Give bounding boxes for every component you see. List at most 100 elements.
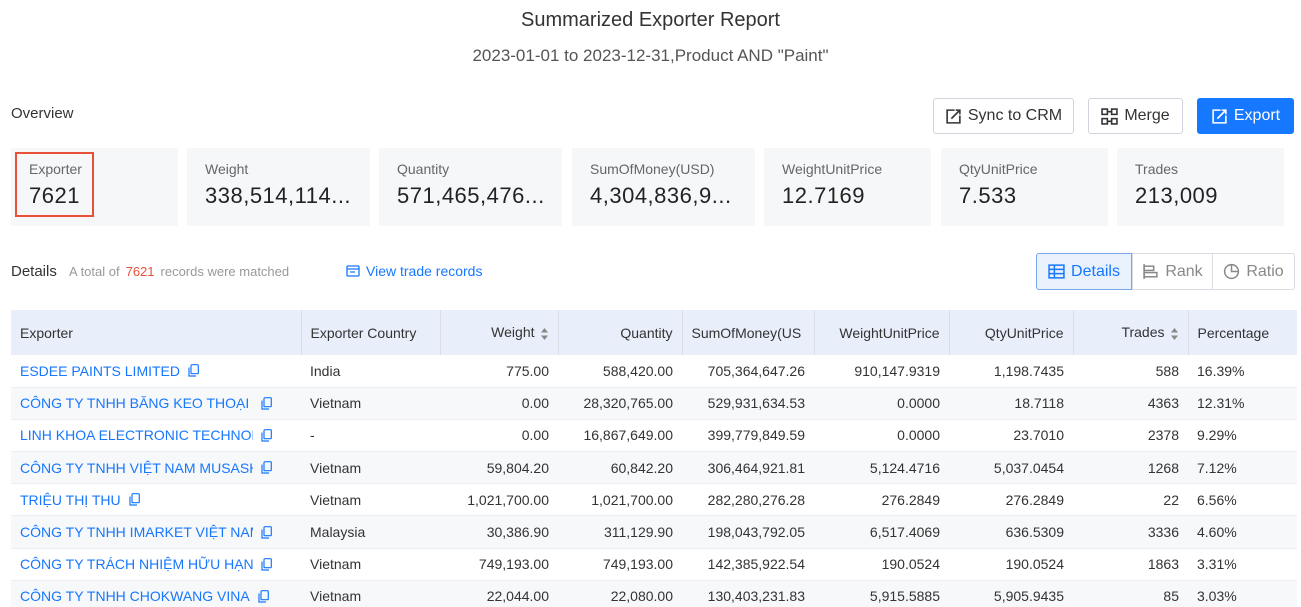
column-header-quantity: Quantity	[558, 310, 683, 355]
table-cell: 5,037.0454	[993, 459, 1064, 476]
exporter-cell: CÔNG TY TNHH CHOKWANG VINA	[11, 580, 301, 607]
exporter-name-link[interactable]: TRIỆU THỊ THU	[20, 491, 121, 508]
table-cell: 705,364,647.26	[707, 362, 805, 379]
table-cell: 22,044.00	[486, 588, 549, 605]
stat-label: Exporter	[29, 161, 82, 177]
table-cell: 311,129.90	[603, 524, 673, 541]
column-header-label: Trades	[1121, 324, 1165, 341]
table-row: CÔNG TY TNHH VIỆT NAM MUSASHI F Vietnam 59…	[11, 451, 1297, 484]
table-cell: 23.7010	[1013, 427, 1064, 444]
table-cell: 22,080.00	[610, 588, 673, 605]
summary-prefix: A total of	[69, 264, 120, 279]
copy-icon[interactable]	[258, 590, 269, 603]
table-cell: 282,280,276.28	[707, 491, 805, 508]
table-cell: 1,198.7435	[993, 362, 1064, 379]
exporter-cell: CÔNG TY TNHH BĂNG KEO THOẠI ĐẠI	[11, 387, 301, 419]
stat-card-qty-unit-price: QtyUnitPrice 7.533	[941, 148, 1108, 226]
table-cell: 16,867,649.00	[583, 427, 673, 444]
table-cell: 28,320,765.00	[583, 395, 673, 412]
merge-icon	[1101, 107, 1119, 125]
table-cell: 0.00	[521, 427, 549, 444]
table-cell: 0.0000	[897, 395, 940, 412]
view-trade-records-link[interactable]: View trade records	[346, 263, 482, 279]
table-row: TRIỆU THỊ THU Vietnam 1,021,700.00 1,021,70…	[11, 484, 1297, 516]
stat-label: WeightUnitPrice	[782, 161, 883, 177]
stat-card-quantity: Quantity 571,465,476...	[379, 148, 562, 226]
table-cell: 3.03%	[1197, 588, 1237, 605]
copy-icon[interactable]	[188, 364, 199, 377]
exporter-name-link[interactable]: CÔNG TY TNHH CHOKWANG VINA	[20, 588, 250, 605]
table-row: ESDEE PAINTS LIMITED India 775.00 588,420.0…	[11, 355, 1297, 388]
exporter-name-link[interactable]: CÔNG TY TNHH VIỆT NAM MUSASHI F	[20, 459, 253, 476]
view-details-button[interactable]: Details	[1036, 253, 1132, 290]
exporter-name-link[interactable]: CÔNG TY TRÁCH NHIỆM HỮU HẠN HÓ	[20, 556, 253, 573]
exporter-cell: CÔNG TY TRÁCH NHIỆM HỮU HẠN HÓ	[11, 548, 301, 580]
copy-icon[interactable]	[261, 557, 272, 571]
copy-icon[interactable]	[261, 461, 272, 474]
stat-card-weight-unit-price: WeightUnitPrice 12.7169	[764, 148, 931, 226]
table-cell: 1863	[1147, 556, 1179, 573]
copy-icon[interactable]	[261, 525, 272, 539]
copy-icon[interactable]	[129, 493, 140, 506]
table-cell: 4.60%	[1197, 524, 1237, 541]
column-header-label: Weight	[491, 324, 535, 341]
stat-label: Weight	[205, 161, 249, 177]
highlight-box	[15, 152, 94, 217]
summary-suffix: records were matched	[160, 264, 290, 279]
table-cell: 0.0000	[897, 427, 940, 444]
pie-chart-icon	[1224, 263, 1240, 280]
table-cell: 636.5309	[1005, 524, 1064, 541]
column-header-weight[interactable]: Weight	[440, 310, 559, 355]
table-row: CÔNG TY TNHH CHOKWANG VINA Vietnam 22,044.…	[11, 580, 1297, 607]
table-cell: 12.31%	[1197, 395, 1245, 412]
table-cell: 190.0524	[1005, 556, 1064, 573]
exporter-name-link[interactable]: ESDEE PAINTS LIMITED	[20, 362, 180, 379]
table-cell: Vietnam	[310, 556, 362, 573]
view-rank-label: Rank	[1165, 262, 1203, 280]
table-row: CÔNG TY TNHH BĂNG KEO THOẠI ĐẠI Vietnam 0.…	[11, 387, 1297, 420]
table-header-row: Exporter Exporter Country Weight Quantit…	[11, 310, 1297, 355]
table-cell: 22	[1163, 491, 1179, 508]
view-ratio-label: Ratio	[1246, 262, 1284, 280]
table-cell: 6.56%	[1197, 491, 1237, 508]
exporter-name-link[interactable]: CÔNG TY TNHH IMARKET VIỆT NAM C	[20, 524, 253, 541]
records-icon	[346, 265, 360, 277]
table-cell: 5,905.9435	[993, 588, 1064, 605]
table-cell: 4363	[1147, 395, 1179, 412]
report-title: Summarized Exporter Report	[521, 9, 780, 31]
export-button[interactable]: Export	[1197, 98, 1294, 134]
table-cell: 5,915.5885	[869, 588, 940, 605]
exporter-cell: CÔNG TY TNHH VIỆT NAM MUSASHI F	[11, 452, 301, 484]
table-cell: Vietnam	[310, 395, 362, 412]
view-ratio-button[interactable]: Ratio	[1212, 253, 1295, 290]
sync-to-crm-button[interactable]: Sync to CRM	[933, 98, 1074, 134]
copy-icon[interactable]	[261, 429, 272, 442]
column-header-trades[interactable]: Trades	[1073, 310, 1189, 355]
sync-crm-icon	[946, 108, 961, 124]
stat-value: 571,465,476...	[397, 183, 545, 208]
sort-icon[interactable]	[1170, 327, 1179, 341]
table-cell: 0.00	[521, 395, 549, 412]
table-cell: 198,043,792.05	[707, 524, 805, 541]
sync-to-crm-label: Sync to CRM	[967, 107, 1063, 124]
table-cell: 142,385,922.54	[707, 556, 805, 573]
stat-card-exporter: Exporter 7621	[11, 148, 178, 226]
exporter-name-link[interactable]: LINH KHOA ELECTRONIC TECHNOLOG	[20, 427, 253, 444]
sort-icon[interactable]	[540, 327, 549, 341]
table-row: CÔNG TY TRÁCH NHIỆM HỮU HẠN HÓ Vietnam 749…	[11, 548, 1297, 581]
column-header-sum-of-money: SumOfMoney(US	[682, 310, 815, 355]
records-count: 7621	[125, 264, 155, 279]
exporter-cell: TRIỆU THỊ THU	[11, 484, 301, 516]
stat-label: QtyUnitPrice	[959, 161, 1038, 177]
table-cell: 30,386.90	[486, 524, 549, 541]
merge-button[interactable]: Merge	[1088, 98, 1183, 134]
exporter-name-link[interactable]: CÔNG TY TNHH BĂNG KEO THOẠI ĐẠI	[20, 395, 253, 412]
table-cell: 130,403,231.83	[707, 588, 805, 605]
table-cell: 190.0524	[881, 556, 940, 573]
bar-chart-icon	[1143, 264, 1158, 279]
table-cell: 399,779,849.59	[707, 427, 805, 444]
copy-icon[interactable]	[261, 396, 272, 410]
stat-label: Trades	[1135, 161, 1179, 177]
stat-value: 4,304,836,9...	[590, 183, 732, 208]
view-rank-button[interactable]: Rank	[1132, 253, 1213, 290]
